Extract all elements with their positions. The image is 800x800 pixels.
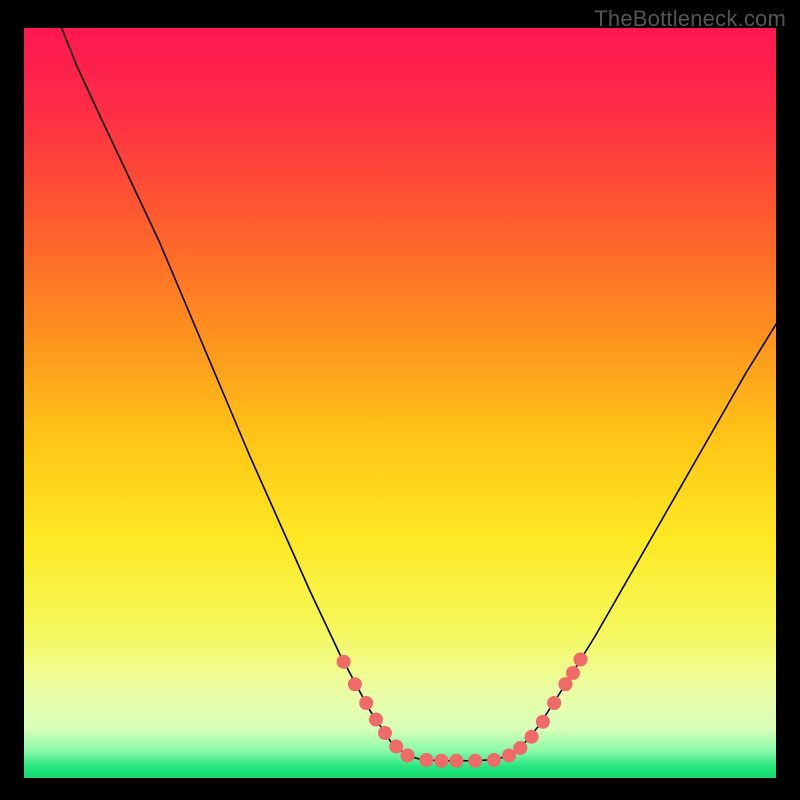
data-marker bbox=[559, 678, 572, 691]
chart-frame: TheBottleneck.com bbox=[0, 0, 800, 800]
data-marker bbox=[435, 754, 448, 767]
data-marker bbox=[469, 754, 482, 767]
data-marker bbox=[401, 749, 414, 762]
data-marker bbox=[360, 697, 373, 710]
data-marker bbox=[390, 740, 403, 753]
data-marker bbox=[574, 653, 587, 666]
data-marker bbox=[566, 667, 579, 680]
data-marker bbox=[450, 754, 463, 767]
data-marker bbox=[488, 754, 501, 767]
data-marker bbox=[514, 742, 527, 755]
data-marker bbox=[503, 749, 516, 762]
data-marker bbox=[369, 713, 382, 726]
data-marker bbox=[536, 715, 549, 728]
plot-area bbox=[24, 28, 776, 778]
data-marker bbox=[348, 678, 361, 691]
data-marker bbox=[337, 655, 350, 668]
data-marker bbox=[525, 730, 538, 743]
gradient-background bbox=[24, 28, 776, 778]
data-marker bbox=[548, 697, 561, 710]
chart-svg bbox=[24, 28, 776, 778]
data-marker bbox=[420, 754, 433, 767]
data-marker bbox=[378, 727, 391, 740]
